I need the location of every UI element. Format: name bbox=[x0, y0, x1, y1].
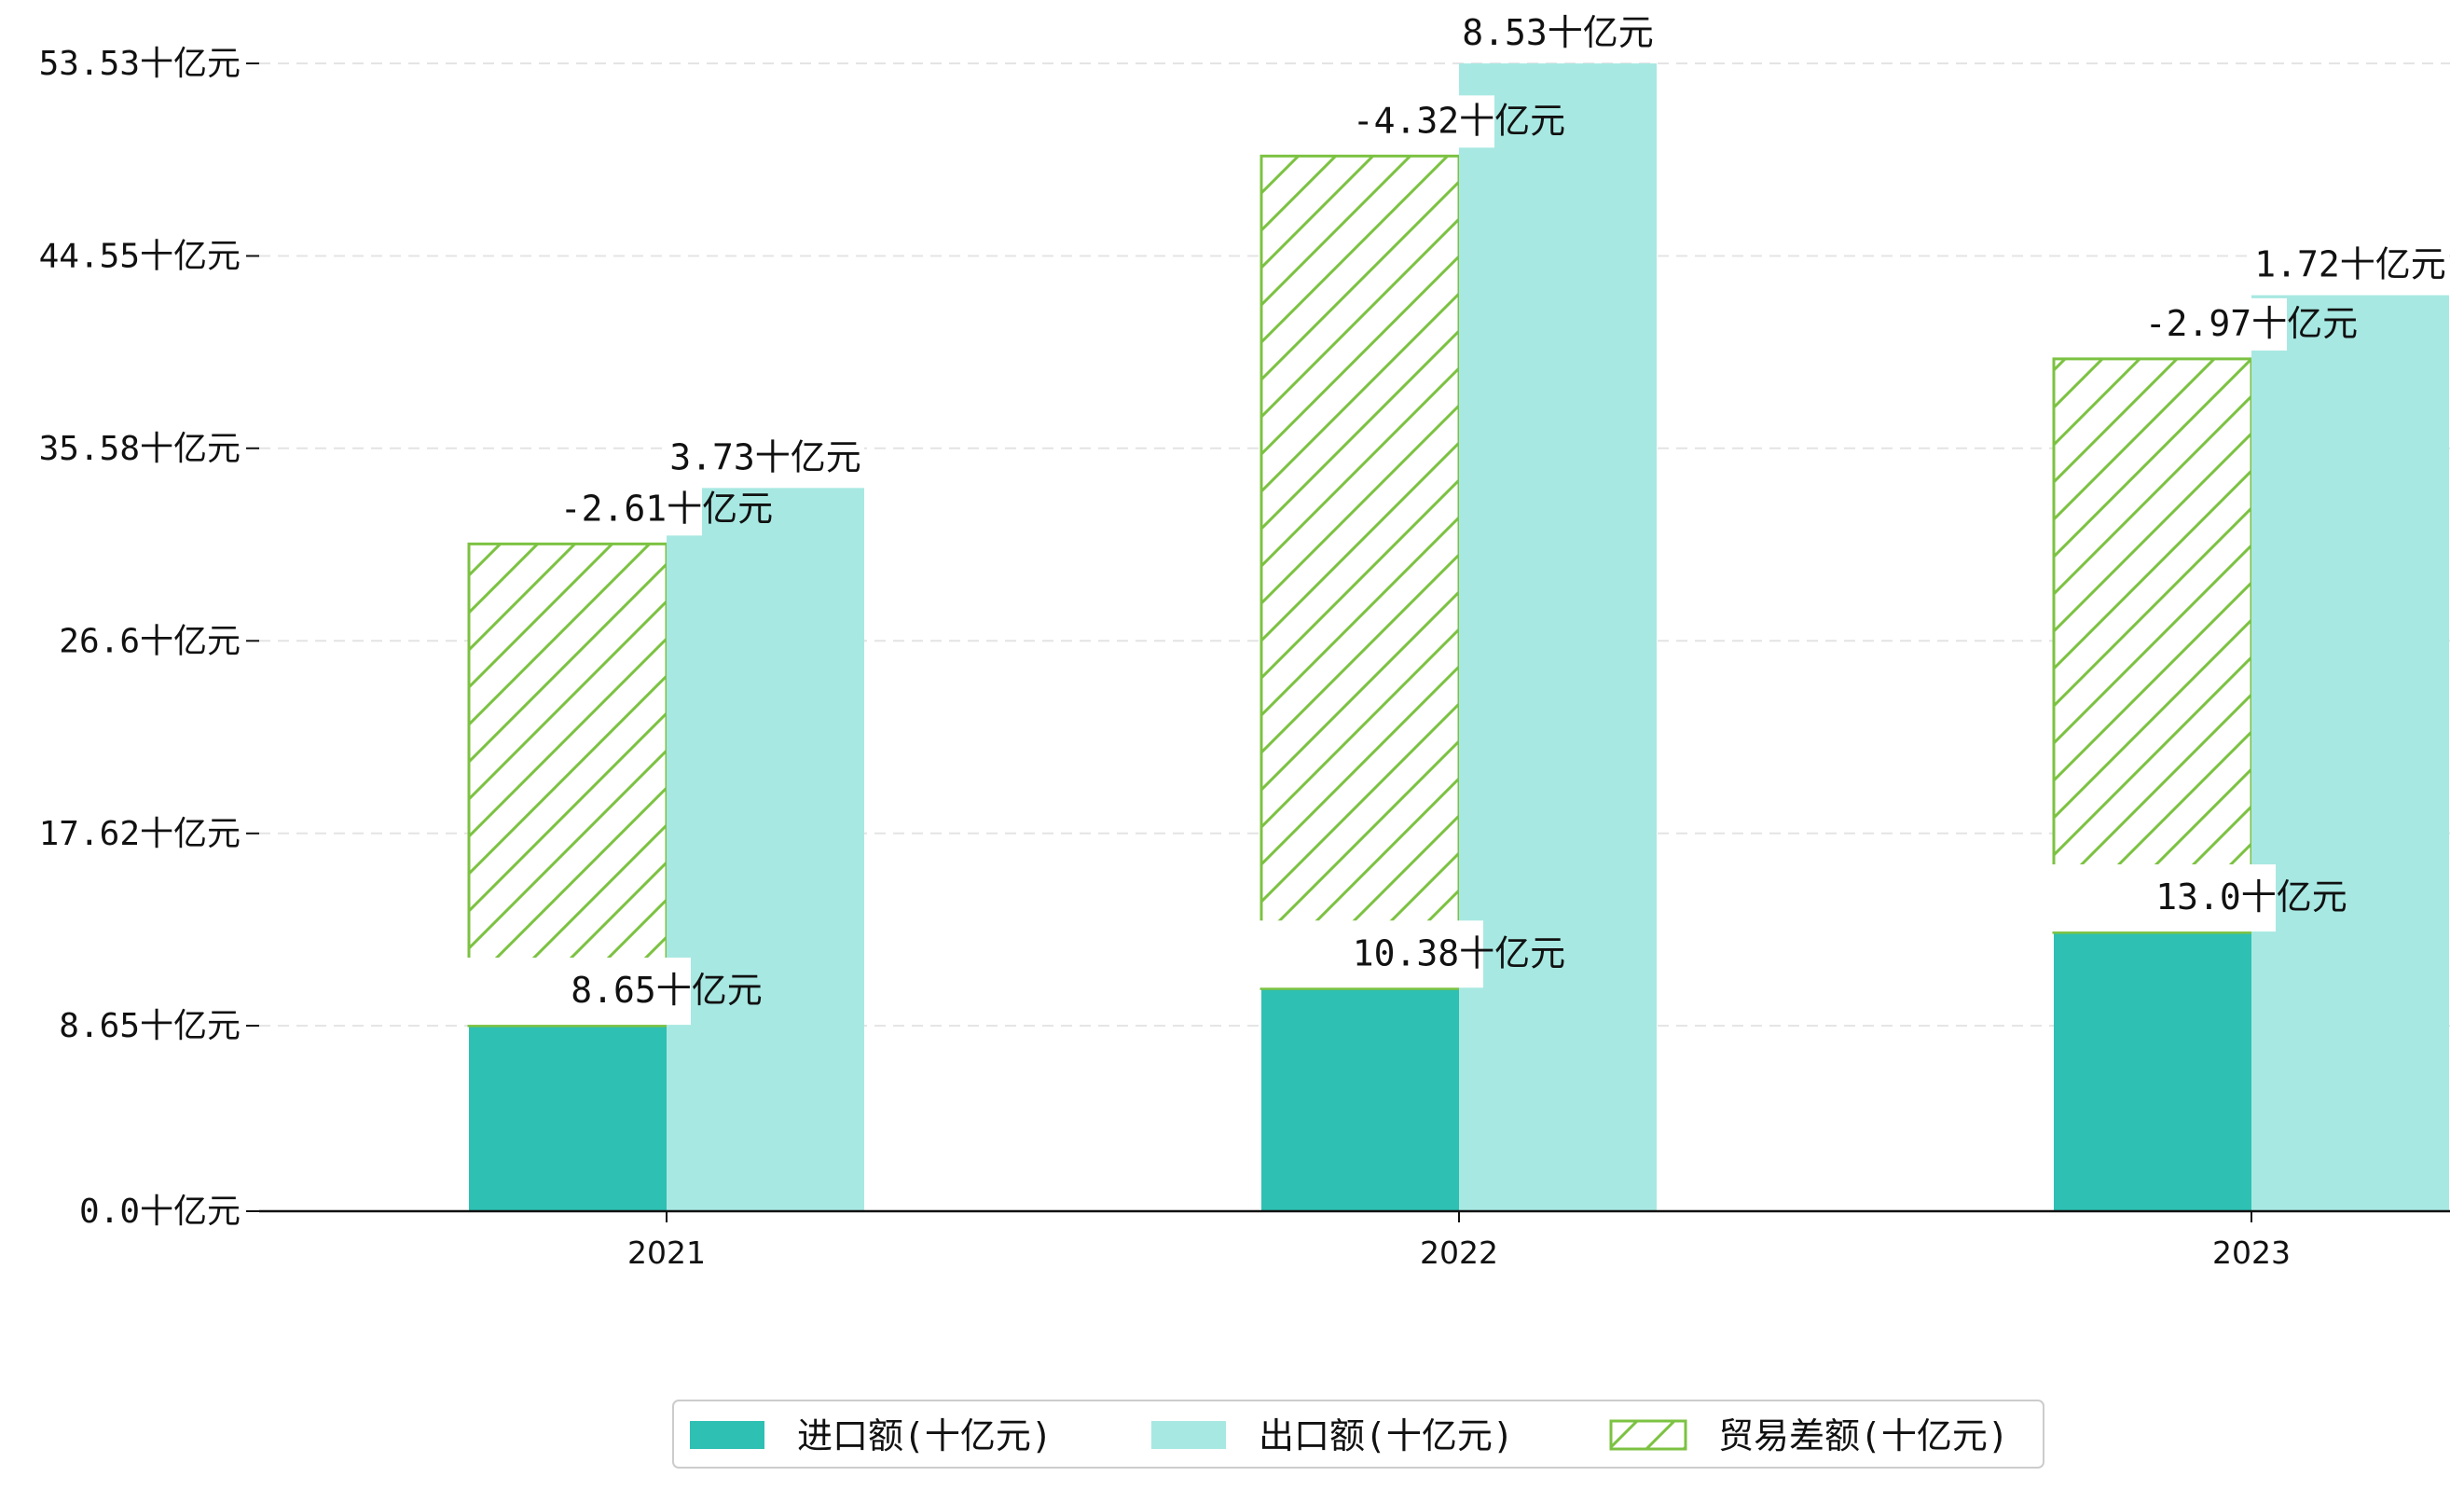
legend-label: 进口额(十亿元) bbox=[797, 1415, 1053, 1456]
x-tick-label: 2022 bbox=[1420, 1235, 1498, 1271]
export-label-box bbox=[1455, 9, 1657, 56]
bars bbox=[467, 63, 2449, 1211]
balance-label-box bbox=[1248, 95, 1494, 148]
import-bar bbox=[1261, 988, 1459, 1211]
import-label-box bbox=[456, 958, 691, 1026]
import-label-box bbox=[1248, 920, 1483, 988]
y-tick-label: 53.53十亿元 bbox=[39, 45, 241, 83]
x-tick-label: 2021 bbox=[627, 1235, 706, 1271]
y-tick-label: 8.65十亿元 bbox=[59, 1007, 241, 1045]
axes: 0.0十亿元 8.65十亿元 17.62十亿元 26.6十亿元 35.58十亿元 44.5… bbox=[39, 45, 2450, 1271]
y-tick-label: 17.62十亿元 bbox=[39, 815, 241, 853]
trade-balance-bar bbox=[2052, 357, 2253, 934]
export-data-label: 1.72十亿元 bbox=[2254, 244, 2446, 285]
legend: 进口额(十亿元) 出口额(十亿元) 贸易差额(十亿元) bbox=[672, 1400, 2044, 1469]
x-tick-label: 2023 bbox=[2212, 1235, 2291, 1271]
legend-swatch-balance bbox=[1609, 1419, 1687, 1451]
legend-box bbox=[672, 1400, 2044, 1469]
export-label-box bbox=[2248, 241, 2449, 288]
data-labels: 3.73十亿元 -2.61十亿元 8.65十亿元 8.53十亿元 -4.32十亿元 10.… bbox=[456, 9, 2449, 1026]
export-label-box bbox=[663, 434, 864, 481]
import-bar bbox=[469, 1026, 667, 1211]
balance-data-label: -4.32十亿元 bbox=[1353, 100, 1565, 141]
import-label-box bbox=[2041, 864, 2276, 932]
y-tick-label: 0.0十亿元 bbox=[79, 1193, 241, 1231]
trade-balance-bar bbox=[1260, 154, 1461, 990]
export-bar bbox=[1459, 63, 1657, 1211]
legend-swatch-import bbox=[690, 1421, 764, 1449]
y-tick-label: 26.6十亿元 bbox=[59, 622, 241, 660]
balance-label-box bbox=[2041, 297, 2287, 351]
y-tick-label: 44.55十亿元 bbox=[39, 238, 241, 276]
export-bar bbox=[667, 488, 864, 1211]
export-data-label: 8.53十亿元 bbox=[1462, 12, 1654, 53]
import-data-label: 8.65十亿元 bbox=[571, 970, 763, 1011]
balance-data-label: -2.97十亿元 bbox=[2145, 303, 2358, 344]
import-data-label: 13.0十亿元 bbox=[2155, 876, 2347, 917]
export-bar bbox=[2251, 295, 2449, 1211]
y-tick-label: 35.58十亿元 bbox=[39, 430, 241, 468]
export-data-label: 3.73十亿元 bbox=[669, 436, 861, 477]
legend-label: 贸易差额(十亿元) bbox=[1718, 1415, 2009, 1456]
balance-label-box bbox=[456, 483, 702, 536]
trade-balance-bar bbox=[467, 542, 668, 1028]
import-data-label: 10.38十亿元 bbox=[1353, 932, 1565, 973]
import-bar bbox=[2054, 932, 2251, 1211]
legend-swatch-export bbox=[1151, 1421, 1226, 1449]
balance-data-label: -2.61十亿元 bbox=[560, 488, 773, 529]
legend-label: 出口额(十亿元) bbox=[1259, 1415, 1514, 1456]
